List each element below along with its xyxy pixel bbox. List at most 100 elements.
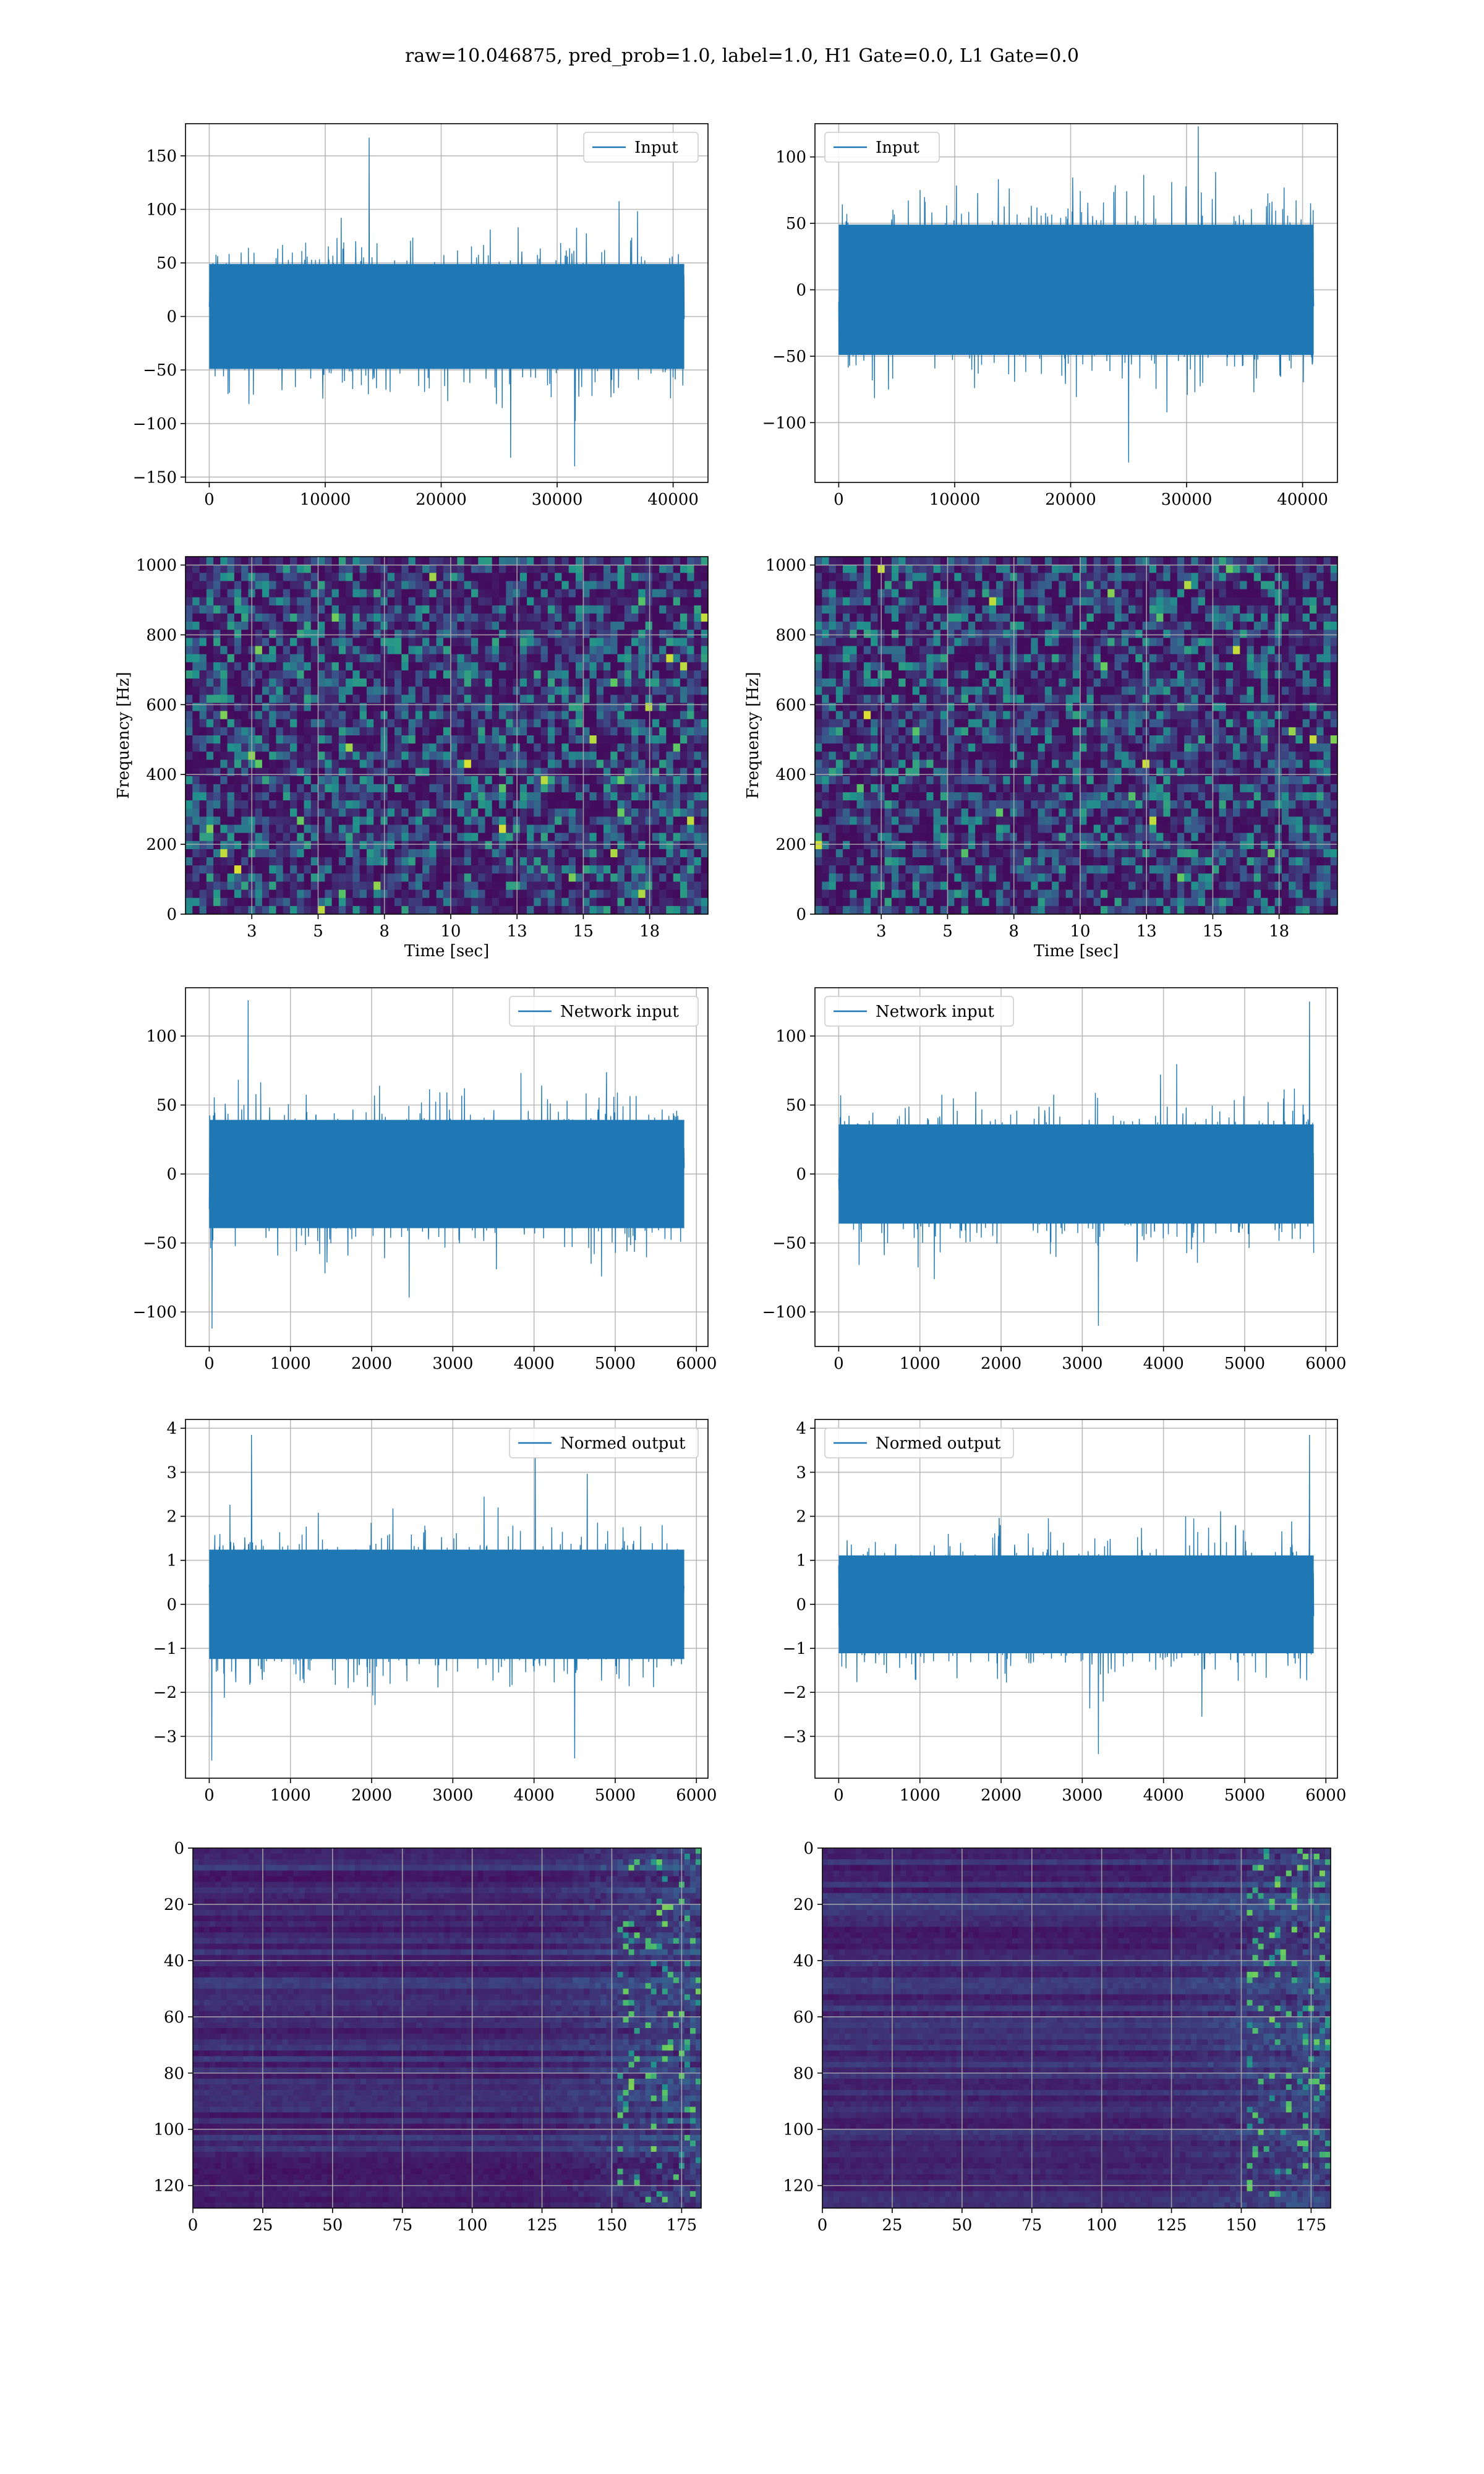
netin-l1-xtick-label: 3000 (1062, 1355, 1102, 1373)
normed-l1-ytick-label: 1 (796, 1552, 806, 1570)
netin-h1-xtick-label: 4000 (514, 1355, 555, 1373)
input-l1-xtick-label: 0 (834, 490, 844, 509)
feat-h1-ytick-label: 100 (153, 2121, 184, 2139)
input-l1-series-body (838, 225, 1314, 355)
normed-h1-xtick-label: 2000 (351, 1786, 392, 1805)
netin-h1-legend-label: Network input (560, 1003, 679, 1021)
feat-h1-xtick-label: 125 (527, 2216, 558, 2235)
feat-h1-xtick-label: 175 (667, 2216, 697, 2235)
spec-l1-ytick-label: 800 (775, 626, 806, 644)
feat-l1-xtick-label: 125 (1156, 2216, 1187, 2235)
feat-h1-ytick-label: 120 (153, 2177, 184, 2196)
input-l1-legend-label: Input (876, 139, 919, 157)
feat-h1-frame (192, 1847, 702, 2209)
netin-h1-xtick-label: 3000 (432, 1355, 473, 1373)
spec-l1-xtick-label: 10 (1070, 922, 1090, 941)
input-l1-ytick-label: 0 (796, 281, 806, 300)
input-h1-xtick-label: 10000 (300, 490, 351, 509)
normed-h1-ytick-label: 1 (166, 1552, 177, 1570)
netin-h1-frame (185, 987, 709, 1347)
netin-l1-xtick-label: 2000 (981, 1355, 1021, 1373)
feat-l1-ytick-label: 40 (793, 1952, 814, 1971)
normed-l1-ytick-label: −2 (783, 1684, 806, 1702)
spec-h1-xtick-label: 8 (379, 922, 390, 941)
netin-h1-legend: Network input (509, 996, 699, 1027)
netin-l1-xtick-label: 4000 (1143, 1355, 1184, 1373)
normed-l1-ytick-label: 3 (796, 1463, 806, 1482)
netin-h1-xtick-label: 6000 (676, 1355, 717, 1373)
normed-h1-ytick-label: −3 (153, 1727, 177, 1746)
netin-l1-ytick-label: 50 (786, 1097, 806, 1115)
spec-l1-ylabel: Frequency [Hz] (744, 672, 762, 799)
input-h1-legend-label: Input (634, 139, 678, 157)
spec-l1-ytick-label: 0 (796, 905, 806, 924)
input-l1-xtick-label: 10000 (929, 490, 981, 509)
normed-h1-ytick-label: −2 (153, 1684, 177, 1702)
netin-l1-ytick-label: −100 (762, 1303, 806, 1322)
feat-l1-xtick-label: 50 (952, 2216, 972, 2235)
spec-l1-xlabel: Time [sec] (1034, 942, 1119, 961)
normed-h1-xtick-label: 3000 (432, 1786, 473, 1805)
feat-l1-xtick-label: 150 (1226, 2216, 1257, 2235)
input-l1-ytick-label: 100 (775, 148, 806, 167)
feat-l1-ytick-label: 100 (783, 2121, 814, 2139)
normed-h1-legend-label: Normed output (560, 1434, 686, 1453)
normed-h1-ytick-label: 0 (166, 1596, 177, 1614)
netin-l1-ytick-label: −50 (772, 1235, 806, 1253)
input-l1-xtick-label: 40000 (1277, 490, 1328, 509)
netin-h1-ytick-label: −100 (133, 1303, 177, 1322)
input-h1-xtick-label: 40000 (647, 490, 699, 509)
spec-l1-axes: 3 5 8 10 13 15 18 0 200 400 600 800 1000 Time [sec] Fr… (744, 556, 1338, 961)
feat-l1-frame (822, 1847, 1331, 2209)
normed-l1-axes: 0 1000 2000 3000 4000 5000 6000 −3 −2 −1 0 1 2 3 4 Norm… (783, 1419, 1346, 1805)
feat-h1-heatmap-cells (193, 1848, 701, 2208)
netin-h1-ytick-label: 50 (156, 1097, 177, 1115)
input-l1-xtick-label: 20000 (1045, 490, 1096, 509)
netin-l1-legend: Network input (824, 996, 1014, 1027)
netin-l1-ytick-label: 0 (796, 1165, 806, 1184)
input-h1-frame (185, 123, 709, 483)
spec-h1-xlabel: Time [sec] (404, 942, 490, 961)
input-h1-ytick-label: 100 (146, 201, 177, 220)
input-l1-legend: Input (824, 132, 940, 163)
spec-h1-xtick-label: 15 (573, 922, 594, 941)
normed-l1-ytick-label: 4 (796, 1419, 806, 1438)
netin-l1-xtick-label: 1000 (900, 1355, 940, 1373)
input-l1-ytick-label: −50 (772, 348, 806, 366)
normed-l1-xtick-label: 6000 (1305, 1786, 1346, 1805)
spec-l1-xtick-label: 13 (1136, 922, 1157, 941)
figure-suptitle: raw=10.046875, pred_prob=1.0, label=1.0,… (405, 45, 1079, 67)
normed-l1-ytick-label: 2 (796, 1508, 806, 1526)
normed-h1-xtick-label: 4000 (514, 1786, 555, 1805)
spec-h1-frame (185, 556, 709, 915)
spec-h1-ytick-label: 0 (166, 905, 177, 924)
spec-h1-ytick-label: 600 (146, 696, 177, 714)
normed-l1-xtick-label: 2000 (981, 1786, 1021, 1805)
normed-h1-ytick-label: 4 (166, 1419, 177, 1438)
normed-h1-frame (185, 1419, 709, 1779)
input-l1-xtick-label: 30000 (1161, 490, 1213, 509)
netin-l1-xtick-label: 6000 (1305, 1355, 1346, 1373)
spec-l1-xtick-label: 15 (1203, 922, 1223, 941)
netin-l1-legend-box (824, 996, 1014, 1027)
netin-h1-xtick-label: 5000 (595, 1355, 636, 1373)
netin-l1-xtick-label: 0 (834, 1355, 844, 1373)
feat-h1-ytick-label: 40 (164, 1952, 184, 1971)
normed-h1-xtick-label: 5000 (595, 1786, 636, 1805)
feat-l1-xtick-label: 25 (882, 2216, 902, 2235)
feat-l1-ytick-label: 0 (803, 1839, 814, 1858)
spec-l1-xtick-label: 3 (876, 922, 887, 941)
spec-h1-xtick-label: 3 (247, 922, 257, 941)
normed-l1-ytick-label: −3 (783, 1727, 806, 1746)
input-h1-xtick-label: 20000 (416, 490, 467, 509)
spec-l1-ytick-label: 1000 (765, 557, 806, 575)
spec-h1-ytick-label: 800 (146, 626, 177, 644)
netin-l1-legend-label: Network input (876, 1003, 994, 1021)
normed-h1-ytick-label: 2 (166, 1508, 177, 1526)
feat-l1-heatmap-cells (822, 1848, 1331, 2208)
normed-l1-ytick-label: 0 (796, 1596, 806, 1614)
netin-h1-xtick-label: 1000 (270, 1355, 311, 1373)
feat-h1-ytick-label: 80 (164, 2065, 184, 2083)
feat-h1-xtick-label: 100 (457, 2216, 488, 2235)
